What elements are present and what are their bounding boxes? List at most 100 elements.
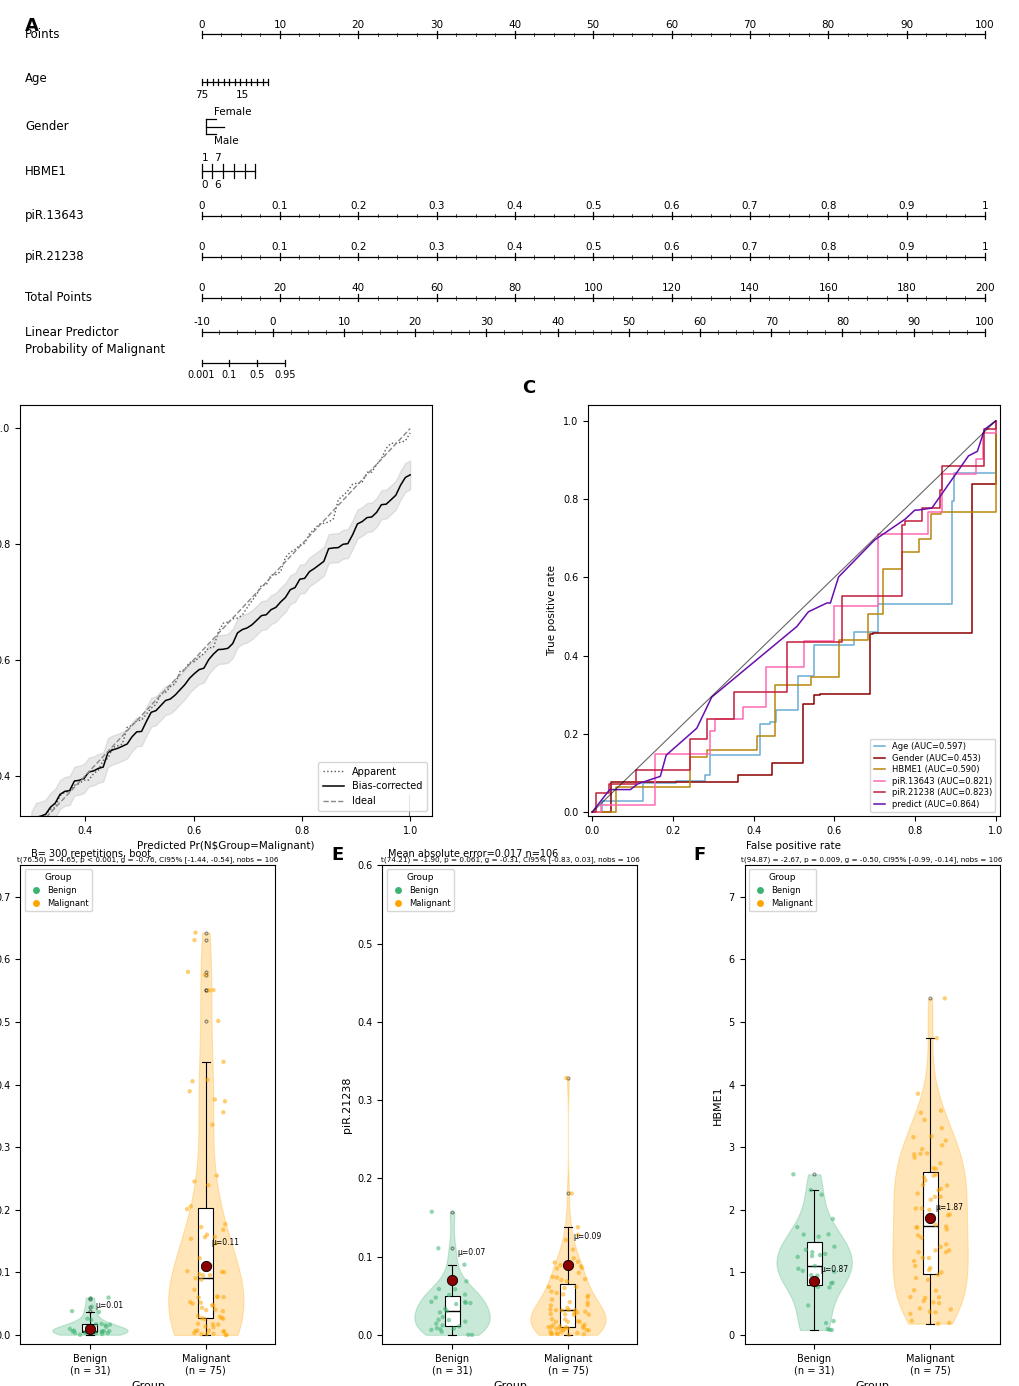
Text: 0.3: 0.3 xyxy=(428,201,444,211)
Point xyxy=(540,1277,556,1299)
Point xyxy=(556,1308,573,1331)
Text: 0.4: 0.4 xyxy=(506,201,523,211)
Point xyxy=(189,1319,205,1342)
Point xyxy=(181,1080,198,1102)
Text: 0.8: 0.8 xyxy=(819,201,836,211)
Point xyxy=(198,1299,214,1321)
Point xyxy=(215,1300,231,1322)
Apparent xyxy=(25,822,38,839)
piR.21238 (AUC=0.823) xyxy=(629,761,641,778)
Point xyxy=(929,1264,946,1286)
Point xyxy=(820,1318,837,1340)
Gender (AUC=0.453) xyxy=(796,696,808,712)
Bias-corrected xyxy=(251,613,263,629)
Point xyxy=(905,1143,921,1166)
predict (AUC=0.864) xyxy=(690,719,702,736)
Text: 90: 90 xyxy=(899,19,912,29)
Point xyxy=(192,1263,208,1285)
Point xyxy=(423,1200,439,1222)
Point xyxy=(440,1283,457,1306)
Text: 0.6: 0.6 xyxy=(662,201,679,211)
Point xyxy=(927,1163,944,1185)
Point xyxy=(921,1257,937,1279)
Point xyxy=(940,1204,956,1227)
Point xyxy=(78,1317,95,1339)
Point xyxy=(809,1277,825,1299)
Text: 60: 60 xyxy=(430,283,442,292)
Point xyxy=(86,1321,102,1343)
Point xyxy=(941,1203,957,1225)
predict (AUC=0.864) xyxy=(820,595,833,611)
Point xyxy=(937,1234,954,1256)
Point xyxy=(204,1295,220,1317)
Bias-corrected xyxy=(361,509,373,525)
piR.21238 (AUC=0.823) xyxy=(933,481,946,498)
Point xyxy=(202,1264,218,1286)
Age (AUC=0.597) xyxy=(586,804,598,821)
Line: Bias-corrected: Bias-corrected xyxy=(32,475,410,826)
Point xyxy=(575,1324,591,1346)
Point xyxy=(547,1318,564,1340)
Point xyxy=(929,1313,946,1335)
Line: predict (AUC=0.864): predict (AUC=0.864) xyxy=(592,421,995,812)
Point xyxy=(82,1318,98,1340)
Point xyxy=(428,1317,444,1339)
Point xyxy=(217,1213,233,1235)
Text: 50: 50 xyxy=(622,317,635,327)
Point xyxy=(433,1321,449,1343)
HBME1 (AUC=0.590) xyxy=(609,779,622,796)
Text: 20: 20 xyxy=(352,19,365,29)
Age (AUC=0.597) xyxy=(807,636,819,653)
Gender (AUC=0.453) xyxy=(649,773,661,790)
Text: 0.1: 0.1 xyxy=(271,243,287,252)
Point xyxy=(942,1299,958,1321)
Point xyxy=(823,1207,840,1229)
Text: E: E xyxy=(331,845,343,863)
Point xyxy=(816,1243,833,1265)
Text: 0.4: 0.4 xyxy=(506,243,523,252)
piR.13643 (AUC=0.821) xyxy=(703,723,715,740)
Apparent xyxy=(404,424,416,441)
Gender (AUC=0.453) xyxy=(813,686,825,703)
Point xyxy=(559,1311,576,1333)
Age (AUC=0.597) xyxy=(753,717,765,733)
Point xyxy=(540,1315,556,1337)
Gender (AUC=0.453) xyxy=(863,625,875,642)
predict (AUC=0.864) xyxy=(977,421,989,438)
Point xyxy=(432,1318,448,1340)
Point xyxy=(823,1272,840,1295)
Point xyxy=(567,1299,583,1321)
predict (AUC=0.864) xyxy=(867,532,879,549)
Point xyxy=(207,1225,223,1247)
predict (AUC=0.864) xyxy=(898,511,910,528)
Point xyxy=(557,1229,574,1252)
piR.13643 (AUC=0.821) xyxy=(658,746,671,762)
HBME1 (AUC=0.590) xyxy=(895,543,907,560)
Point xyxy=(457,1283,473,1306)
Point xyxy=(794,1260,810,1282)
HBME1 (AUC=0.590) xyxy=(586,804,598,821)
Point xyxy=(179,1260,196,1282)
Point xyxy=(909,1182,925,1204)
Text: μ=0.09: μ=0.09 xyxy=(573,1232,601,1240)
Point xyxy=(67,1322,84,1344)
piR.13643 (AUC=0.821) xyxy=(648,746,660,762)
Point xyxy=(927,1279,944,1301)
Point xyxy=(822,1319,839,1342)
Point xyxy=(929,1179,946,1202)
Point xyxy=(193,1268,209,1290)
Legend: Benign, Malignant: Benign, Malignant xyxy=(386,869,453,912)
piR.21238 (AUC=0.823) xyxy=(683,730,695,747)
Text: C: C xyxy=(522,380,535,398)
Point xyxy=(910,1240,926,1263)
predict (AUC=0.864) xyxy=(603,782,615,798)
Text: μ=0.87: μ=0.87 xyxy=(819,1265,847,1274)
Gender (AUC=0.453) xyxy=(866,625,878,642)
piR.21238 (AUC=0.823) xyxy=(898,513,910,529)
Text: 160: 160 xyxy=(817,283,838,292)
Point xyxy=(179,1198,196,1220)
Text: 0.2: 0.2 xyxy=(350,243,366,252)
Text: B= 300 repetitions, boot: B= 300 repetitions, boot xyxy=(31,848,151,858)
PathPatch shape xyxy=(921,1171,936,1274)
Legend: Benign, Malignant: Benign, Malignant xyxy=(748,869,815,912)
